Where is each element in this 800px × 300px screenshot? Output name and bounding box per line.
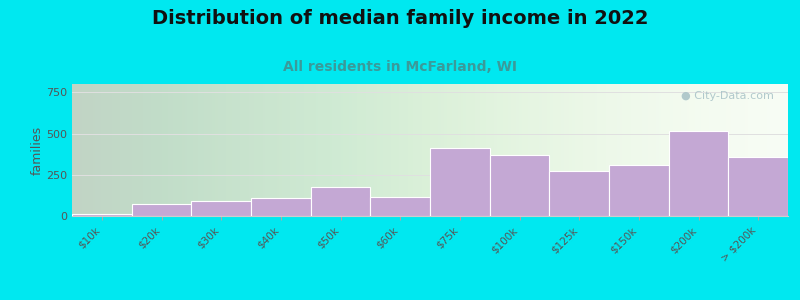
Bar <box>310 187 370 216</box>
Bar <box>609 165 669 216</box>
Bar <box>251 198 310 216</box>
Bar <box>669 131 728 216</box>
Y-axis label: families: families <box>30 125 43 175</box>
Text: ● City-Data.com: ● City-Data.com <box>681 91 774 100</box>
Bar <box>132 204 191 216</box>
Bar <box>550 171 609 216</box>
Bar <box>191 201 251 216</box>
Bar <box>430 148 490 216</box>
Text: Distribution of median family income in 2022: Distribution of median family income in … <box>152 9 648 28</box>
Text: All residents in McFarland, WI: All residents in McFarland, WI <box>283 60 517 74</box>
Bar <box>72 214 132 216</box>
Bar <box>370 197 430 216</box>
Bar <box>728 158 788 216</box>
Bar <box>490 155 550 216</box>
